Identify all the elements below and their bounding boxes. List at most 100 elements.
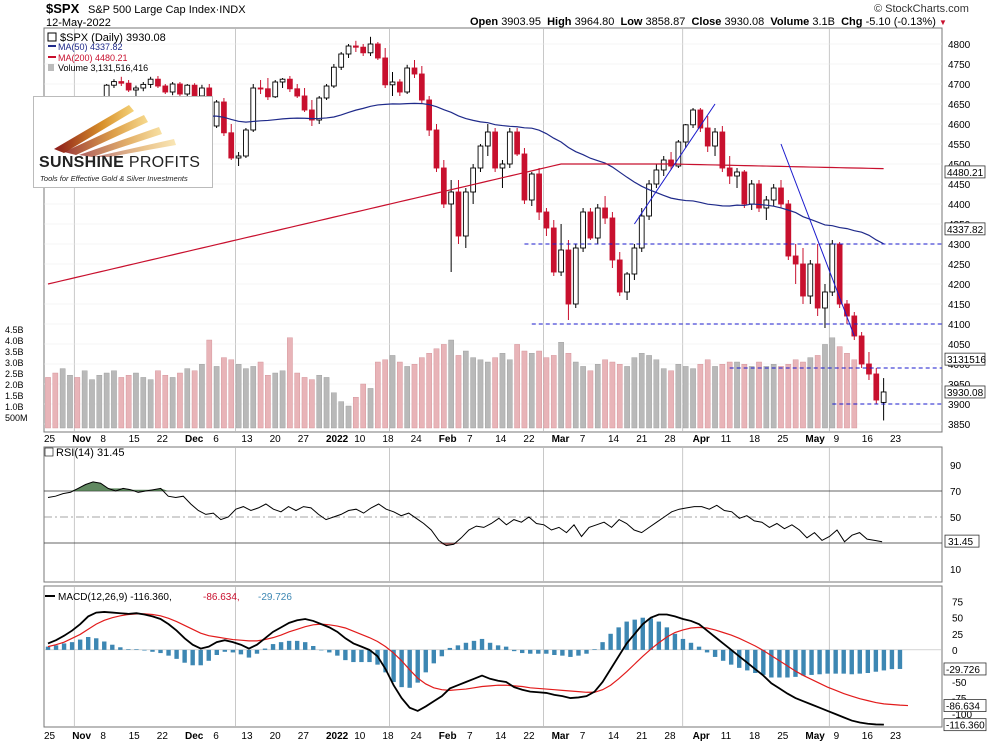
macd-histogram-bar bbox=[584, 649, 589, 654]
volume-bar bbox=[499, 353, 506, 429]
volume-bar bbox=[690, 368, 696, 429]
macd-histogram-bar bbox=[753, 649, 758, 673]
volume-bar bbox=[558, 342, 564, 429]
macd-histogram-bar bbox=[351, 649, 356, 663]
candle-body bbox=[382, 57, 389, 86]
price-tick-label: 4400 bbox=[948, 200, 971, 211]
volume-bar bbox=[580, 366, 586, 429]
macd-histogram-bar bbox=[190, 649, 195, 666]
volume-bar bbox=[646, 355, 652, 429]
price-tick-label: 4150 bbox=[948, 300, 971, 311]
candle-body bbox=[265, 88, 271, 98]
volume-bar bbox=[426, 353, 432, 429]
macd-histogram-bar bbox=[616, 627, 621, 650]
candle-body bbox=[360, 46, 367, 54]
macd-histogram-bar bbox=[672, 633, 678, 650]
macd-histogram-bar bbox=[158, 649, 163, 654]
macd-value: -116.360 bbox=[946, 721, 985, 732]
macd-histogram-bar bbox=[503, 646, 509, 650]
macd-tick-label: 50 bbox=[952, 614, 964, 625]
date-label-top: Feb bbox=[439, 434, 457, 445]
candle-body bbox=[375, 43, 381, 59]
candle-body bbox=[521, 153, 528, 201]
candle-body bbox=[712, 131, 718, 147]
candle-body bbox=[880, 391, 887, 403]
candle-body bbox=[609, 217, 616, 261]
volume-bar bbox=[89, 379, 95, 429]
volume-bar bbox=[338, 401, 345, 429]
volume-value-box bbox=[944, 352, 986, 366]
macd-histogram-bar bbox=[134, 649, 139, 650]
candle-body bbox=[499, 163, 506, 169]
candle-body bbox=[353, 45, 359, 48]
candle-body bbox=[565, 249, 572, 305]
macd-panel: -100-75-50-250255075MACD(12,26,9) -116.3… bbox=[44, 592, 987, 732]
date-label-top: 15 bbox=[129, 434, 141, 445]
volume-bar bbox=[572, 361, 579, 429]
macd-histogram-bar bbox=[174, 649, 179, 659]
exchange-text: INDX bbox=[219, 4, 246, 16]
candle-body bbox=[316, 97, 323, 121]
volume-tick-label: 1.5B bbox=[5, 391, 24, 401]
macd-histogram-bar bbox=[479, 638, 485, 650]
volume-bar bbox=[411, 364, 418, 429]
macd-histogram-bar bbox=[833, 649, 838, 674]
candle-body bbox=[653, 169, 660, 185]
price-tick-label: 4800 bbox=[948, 40, 971, 51]
macd-histogram-bar bbox=[825, 649, 830, 674]
candle-body bbox=[470, 167, 476, 193]
macd-histogram-bar bbox=[431, 649, 436, 664]
logo-tagline: Tools for Effective Gold & Silver Invest… bbox=[40, 174, 188, 183]
candle-body bbox=[235, 155, 242, 159]
volume-bar bbox=[792, 359, 799, 429]
macd-histogram-bar bbox=[769, 649, 774, 678]
macd-histogram-bar bbox=[455, 645, 461, 650]
date-label-top: 18 bbox=[749, 434, 761, 445]
macd-histogram-bar bbox=[102, 641, 107, 650]
candle-body bbox=[778, 187, 784, 205]
macd-histogram-bar bbox=[214, 649, 219, 655]
volume-bar bbox=[470, 357, 476, 429]
volume-legend-text: Volume 3,131,516,416 bbox=[58, 63, 148, 73]
date-label-top: 11 bbox=[721, 434, 732, 445]
macd-histogram-bar bbox=[664, 627, 670, 650]
candle-body bbox=[594, 207, 601, 239]
date-label-bottom: 21 bbox=[636, 731, 648, 742]
macd-histogram-bar bbox=[327, 649, 332, 653]
chart-header: $SPX S&P 500 Large Cap Index·INDX 12-May… bbox=[0, 0, 990, 30]
candle-body bbox=[822, 291, 828, 309]
date-label-bottom: 18 bbox=[749, 731, 761, 742]
date-label-bottom: 13 bbox=[241, 731, 253, 742]
candle-body bbox=[726, 167, 733, 177]
candle-body bbox=[770, 187, 777, 201]
candle-body bbox=[506, 131, 513, 165]
rsi-tick-label: 10 bbox=[950, 565, 962, 576]
date-label-top: 14 bbox=[608, 434, 620, 445]
macd-histogram-bar bbox=[198, 649, 203, 666]
down-arrow-icon: ▼ bbox=[938, 18, 947, 27]
volume-bar bbox=[250, 366, 257, 429]
macd-histogram-bar bbox=[528, 649, 533, 654]
macd-tick-label: 25 bbox=[952, 630, 964, 641]
macd-histogram-bar bbox=[809, 649, 814, 675]
price-tick-label: 3950 bbox=[948, 380, 971, 391]
macd-histogram-bar bbox=[126, 649, 131, 650]
open-label: Open bbox=[470, 16, 499, 28]
volume-bar bbox=[565, 353, 572, 429]
volume-bar bbox=[631, 357, 638, 429]
volume-tick-label: 2.0B bbox=[5, 380, 24, 390]
date-label-bottom: 28 bbox=[664, 731, 676, 742]
macd-histogram-bar bbox=[439, 649, 445, 657]
volume-bar bbox=[294, 372, 301, 429]
volume-bar bbox=[155, 370, 161, 429]
volume-bar bbox=[616, 364, 623, 429]
volume-bar bbox=[492, 357, 498, 429]
macd-histogram-bar bbox=[841, 649, 846, 674]
volume-bar bbox=[228, 359, 235, 429]
candle-body bbox=[111, 81, 117, 86]
price-tick-label: 4200 bbox=[948, 280, 971, 291]
candle-body bbox=[448, 191, 455, 205]
macd-histogram-bar bbox=[745, 649, 750, 671]
candle-body bbox=[631, 247, 638, 275]
